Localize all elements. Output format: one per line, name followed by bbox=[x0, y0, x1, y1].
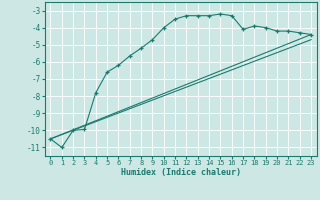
X-axis label: Humidex (Indice chaleur): Humidex (Indice chaleur) bbox=[121, 168, 241, 177]
